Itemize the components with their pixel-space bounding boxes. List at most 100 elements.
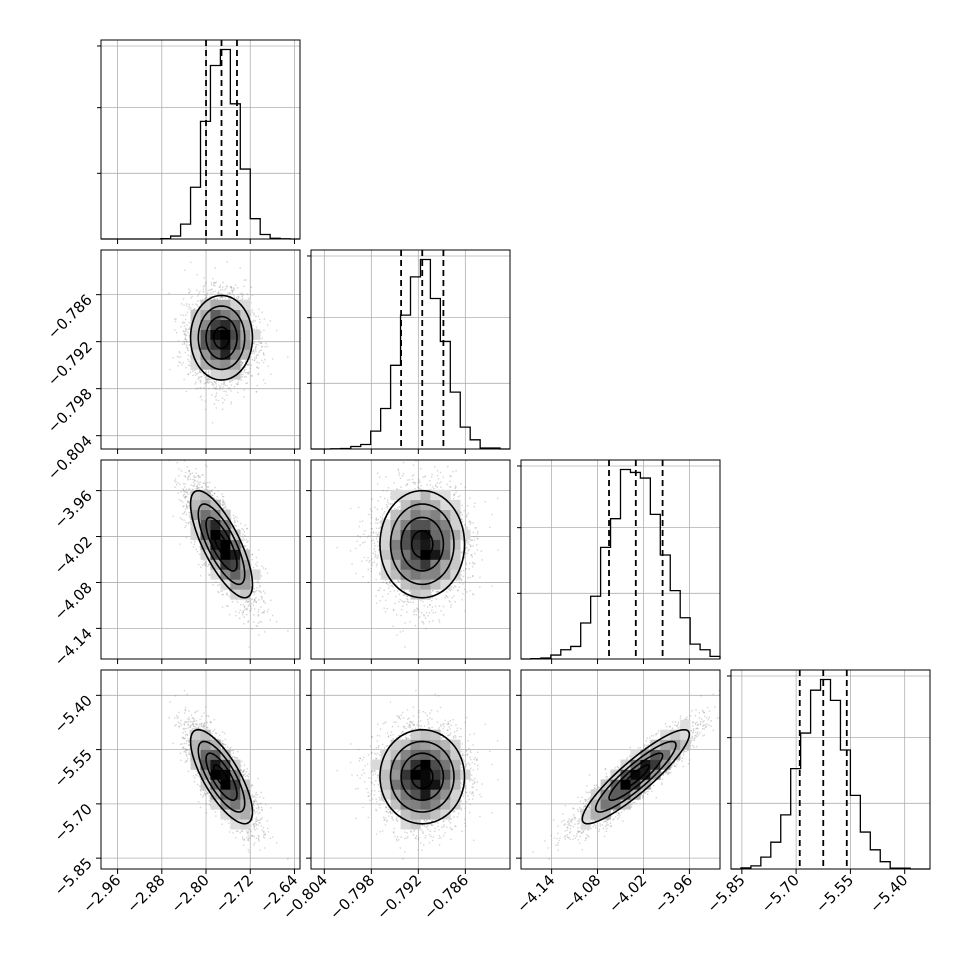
- sample-point: [242, 604, 245, 606]
- sample-point: [212, 277, 214, 280]
- sample-point: [197, 372, 199, 374]
- sample-point: [194, 383, 196, 385]
- sample-point: [174, 329, 176, 331]
- sample-point: [223, 383, 225, 385]
- sample-point: [211, 394, 213, 396]
- sample-point: [205, 295, 207, 297]
- sample-point: [217, 290, 220, 293]
- sample-point: [223, 381, 225, 383]
- sample-point: [198, 369, 201, 372]
- sample-point: [254, 599, 256, 601]
- sample-point: [207, 289, 209, 291]
- sample-point: [185, 339, 188, 341]
- sample-point: [186, 341, 188, 343]
- sample-point: [263, 329, 265, 332]
- sample-point: [250, 327, 252, 329]
- sample-point: [184, 351, 186, 354]
- sample-point: [203, 387, 205, 389]
- sample-point: [253, 621, 255, 623]
- sample-point: [188, 511, 190, 514]
- sample-point: [250, 605, 252, 607]
- sample-point: [186, 347, 189, 349]
- sample-point: [209, 289, 211, 291]
- sample-point: [169, 368, 171, 371]
- sample-point: [175, 318, 177, 320]
- sample-point: [205, 382, 207, 385]
- sample-point: [179, 356, 182, 358]
- sample-point: [204, 376, 206, 379]
- sample-point: [213, 298, 216, 301]
- sample-point: [180, 303, 183, 305]
- sample-point: [239, 548, 242, 551]
- axes-frame: [100, 39, 301, 240]
- sample-point: [263, 318, 266, 320]
- sample-point: [206, 381, 209, 383]
- hist-panel-1: [307, 249, 511, 450]
- sample-point: [206, 488, 208, 491]
- sample-point: [206, 293, 208, 296]
- sample-point: [228, 297, 230, 299]
- sample-point: [196, 373, 198, 375]
- sample-point: [176, 355, 178, 358]
- sample-point: [178, 356, 180, 359]
- sample-point: [208, 387, 210, 390]
- sample-point: [200, 395, 202, 397]
- sample-point: [219, 289, 222, 291]
- sample-point: [193, 476, 195, 478]
- sample-point: [231, 290, 234, 292]
- density-cell: [210, 359, 221, 370]
- hist-panel-3: [727, 669, 931, 870]
- sample-point: [219, 286, 222, 288]
- density-cell: [240, 339, 251, 350]
- sample-point: [253, 328, 255, 330]
- sample-point: [184, 321, 186, 324]
- sample-point: [196, 304, 199, 306]
- sample-point: [206, 378, 208, 381]
- sample-point: [204, 562, 206, 564]
- sample-point: [185, 521, 187, 524]
- sample-point: [255, 326, 258, 328]
- histogram-3: [731, 678, 930, 870]
- sample-point: [198, 292, 200, 295]
- sample-point: [234, 521, 236, 523]
- sample-point: [256, 366, 259, 368]
- sample-point: [207, 378, 209, 381]
- sample-point: [254, 348, 256, 351]
- sample-point: [230, 295, 232, 298]
- sample-point: [215, 383, 217, 385]
- sample-point: [189, 307, 192, 309]
- sample-point: [195, 388, 198, 390]
- density-cell: [190, 329, 201, 340]
- sample-point: [194, 307, 196, 310]
- sample-point: [185, 334, 188, 336]
- sample-point: [255, 343, 257, 346]
- sample-point: [227, 387, 229, 390]
- sample-point: [182, 330, 185, 332]
- sample-point: [247, 600, 250, 603]
- density-cell: [240, 299, 251, 310]
- sample-point: [233, 296, 236, 298]
- sample-point: [262, 352, 265, 355]
- sample-point: [261, 359, 263, 362]
- sample-point: [189, 327, 191, 329]
- density-cell: [210, 369, 221, 380]
- sample-point: [222, 286, 224, 288]
- sample-point: [246, 371, 249, 374]
- sample-point: [183, 304, 185, 306]
- sample-point: [222, 293, 224, 296]
- sample-point: [221, 397, 224, 399]
- sample-point: [180, 491, 182, 493]
- sample-point: [187, 354, 189, 357]
- sample-point: [220, 383, 223, 385]
- sample-point: [209, 296, 211, 298]
- sample-point: [230, 285, 232, 288]
- sample-point: [240, 360, 243, 363]
- density-cell: [210, 319, 221, 330]
- sample-point: [240, 375, 243, 377]
- sample-point: [243, 396, 245, 398]
- sample-point: [193, 369, 196, 372]
- sample-point: [212, 284, 215, 286]
- sample-point: [212, 584, 214, 586]
- sample-point: [215, 385, 217, 388]
- sample-point: [221, 297, 224, 299]
